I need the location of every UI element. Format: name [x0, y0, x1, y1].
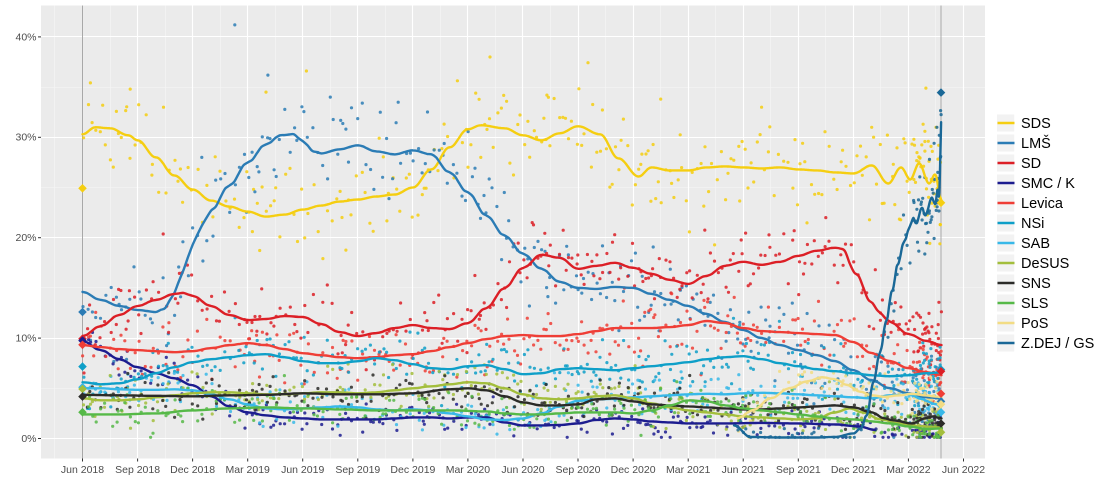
svg-text:SAB: SAB [1021, 236, 1050, 252]
svg-text:Sep 2020: Sep 2020 [556, 464, 601, 476]
svg-text:Jun 2020: Jun 2020 [501, 464, 544, 476]
svg-text:Mar 2019: Mar 2019 [226, 464, 271, 476]
svg-text:Z.DEJ / GS: Z.DEJ / GS [1021, 336, 1094, 352]
svg-text:Mar 2021: Mar 2021 [666, 464, 711, 476]
svg-text:Jun 2022: Jun 2022 [942, 464, 985, 476]
svg-text:LMŠ: LMŠ [1021, 135, 1051, 152]
svg-text:DeSUS: DeSUS [1021, 256, 1069, 272]
svg-text:Jun 2019: Jun 2019 [281, 464, 324, 476]
svg-text:SDS: SDS [1021, 116, 1051, 132]
svg-text:PoS: PoS [1021, 316, 1048, 332]
svg-text:Sep 2019: Sep 2019 [335, 464, 380, 476]
svg-text:Dec 2020: Dec 2020 [611, 464, 656, 476]
svg-text:10%: 10% [15, 333, 36, 345]
svg-text:SLS: SLS [1021, 296, 1048, 312]
svg-text:SD: SD [1021, 156, 1041, 172]
svg-text:30%: 30% [15, 132, 36, 144]
svg-text:Sep 2021: Sep 2021 [776, 464, 821, 476]
svg-text:Dec 2019: Dec 2019 [390, 464, 435, 476]
svg-text:20%: 20% [15, 232, 36, 244]
svg-text:40%: 40% [15, 31, 36, 43]
svg-text:Levica: Levica [1021, 196, 1064, 212]
svg-text:Sep 2018: Sep 2018 [115, 464, 160, 476]
svg-text:Jun 2021: Jun 2021 [722, 464, 765, 476]
svg-text:Mar 2022: Mar 2022 [886, 464, 931, 476]
svg-text:Mar 2020: Mar 2020 [446, 464, 491, 476]
svg-text:Dec 2018: Dec 2018 [170, 464, 215, 476]
svg-text:Jun 2018: Jun 2018 [61, 464, 104, 476]
svg-text:SMC / K: SMC / K [1021, 176, 1075, 192]
svg-text:SNS: SNS [1021, 276, 1051, 292]
svg-text:Dec 2021: Dec 2021 [831, 464, 876, 476]
svg-text:NSi: NSi [1021, 216, 1044, 232]
svg-text:0%: 0% [21, 433, 36, 445]
